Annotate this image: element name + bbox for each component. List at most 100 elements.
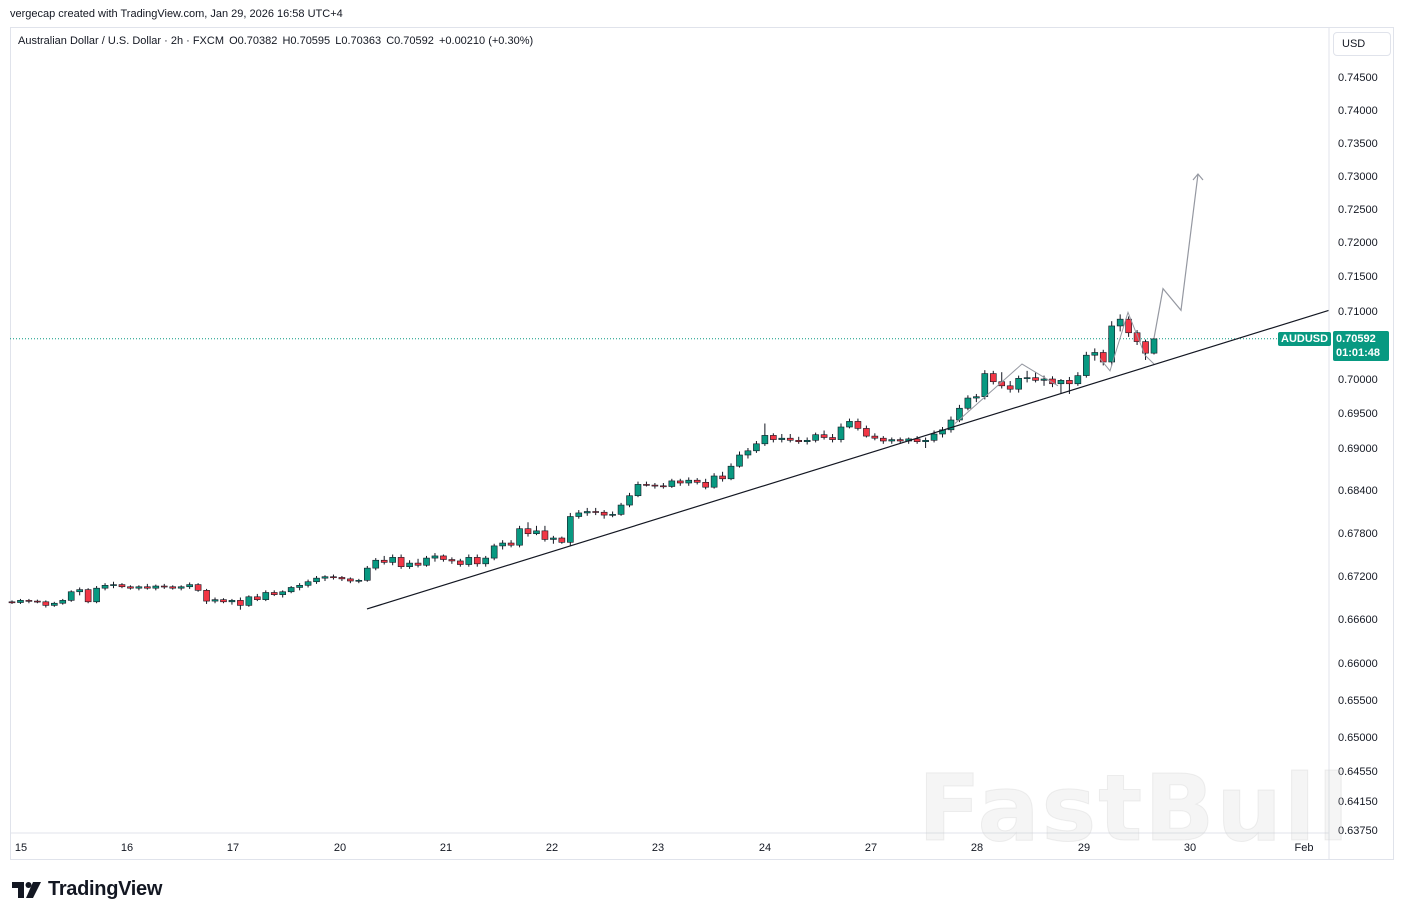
candle[interactable] [220,598,227,604]
candle[interactable] [347,577,354,584]
candle[interactable] [973,393,980,403]
candle[interactable] [888,437,896,444]
candle[interactable] [719,471,726,482]
candle[interactable] [939,427,946,438]
candle[interactable] [947,416,955,433]
candle[interactable] [837,423,845,443]
candle[interactable] [702,478,709,490]
candle[interactable] [583,507,591,516]
candle[interactable] [144,583,151,590]
candle[interactable] [490,543,498,561]
candle[interactable] [812,432,819,443]
candle[interactable] [964,395,972,411]
candle[interactable] [693,478,701,485]
candle[interactable] [880,436,887,444]
candle[interactable] [1032,372,1039,383]
candle[interactable] [380,555,388,565]
candle[interactable] [1023,370,1031,383]
candle[interactable] [110,581,117,589]
candle[interactable] [50,601,58,607]
candle[interactable] [567,512,574,546]
candle[interactable] [600,510,608,519]
candle[interactable] [617,502,625,516]
candle[interactable] [829,434,836,443]
currency-button[interactable]: USD [1333,32,1391,56]
candle[interactable] [660,483,667,489]
candle[interactable] [406,560,413,569]
candle[interactable] [245,595,253,607]
candle[interactable] [34,599,41,604]
candle[interactable] [118,583,126,589]
candle[interactable] [423,555,430,567]
candle[interactable] [17,598,24,604]
candle[interactable] [76,587,83,596]
candle[interactable] [685,477,693,486]
candle[interactable] [770,433,777,443]
candle[interactable] [1074,372,1082,386]
candle[interactable] [296,583,303,591]
candle[interactable] [524,522,532,537]
candle[interactable] [1006,381,1014,393]
candle[interactable] [160,583,168,589]
candle[interactable] [431,553,439,562]
candle[interactable] [550,535,557,544]
candle[interactable] [871,433,879,441]
candle[interactable] [270,590,278,597]
candle[interactable] [313,576,320,584]
candle[interactable] [59,598,67,605]
candle[interactable] [803,437,811,445]
candle[interactable] [753,441,760,453]
candle[interactable] [186,582,193,589]
candle[interactable] [211,597,219,604]
candle[interactable] [896,437,904,444]
candle[interactable] [795,436,803,444]
candle[interactable] [778,434,786,443]
candle[interactable] [254,593,261,602]
candle[interactable] [668,478,676,488]
candle[interactable] [1108,321,1116,366]
candle[interactable] [1125,316,1132,337]
candle[interactable] [786,434,794,443]
candle[interactable] [262,590,270,602]
candle[interactable] [1049,376,1056,388]
candle[interactable] [651,483,659,489]
candle[interactable] [1057,379,1065,394]
candle[interactable] [237,597,244,610]
candle[interactable] [626,492,633,508]
candle[interactable] [473,554,481,567]
candle[interactable] [846,418,853,429]
candle[interactable] [1133,330,1141,345]
trendline[interactable] [366,309,1330,610]
candle[interactable] [558,536,566,544]
candle[interactable] [67,590,75,602]
candle[interactable] [448,557,456,564]
candle[interactable] [727,463,735,481]
candle[interactable] [507,540,515,548]
candle[interactable] [736,451,743,468]
candle[interactable] [42,600,50,608]
candle[interactable] [516,525,523,548]
candle[interactable] [1116,314,1124,332]
candle[interactable] [152,584,160,591]
candle[interactable] [177,585,185,591]
candle[interactable] [169,585,177,590]
candle[interactable] [643,481,650,487]
candle[interactable] [194,583,202,592]
candle[interactable] [338,576,346,582]
candle[interactable] [854,418,862,431]
candle[interactable] [321,575,329,582]
candle[interactable] [389,554,396,566]
candle[interactable] [820,430,828,440]
candle[interactable] [203,588,210,604]
projection-path[interactable] [1153,173,1199,339]
swing-annotation[interactable] [954,363,1059,424]
candle[interactable] [414,558,422,568]
candle[interactable] [499,540,506,550]
candle[interactable] [575,510,583,519]
candle[interactable] [363,565,371,582]
candle[interactable] [913,436,921,444]
candle[interactable] [922,437,929,449]
candle[interactable] [1091,348,1099,361]
candle[interactable] [465,554,473,567]
